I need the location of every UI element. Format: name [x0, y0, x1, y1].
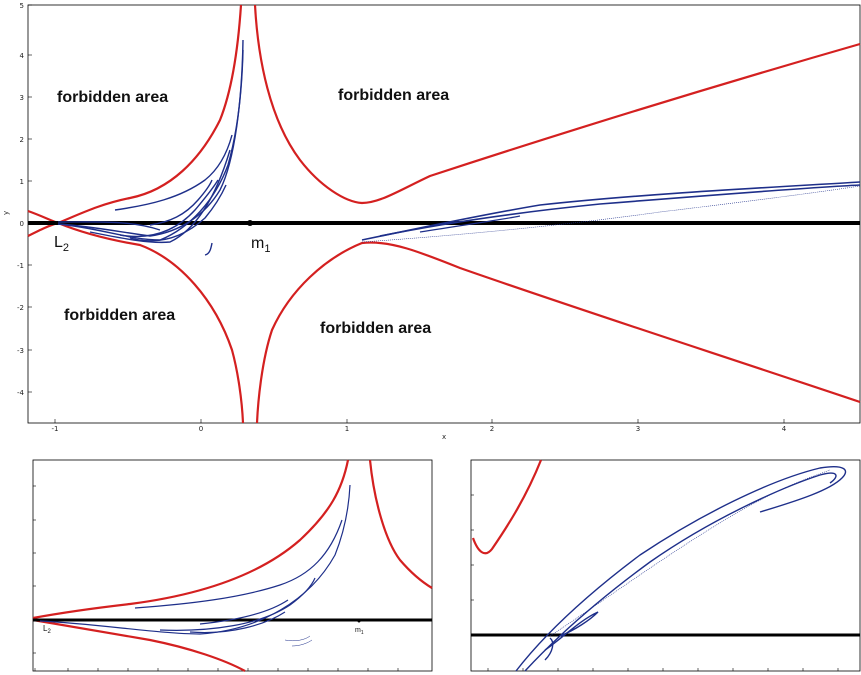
main-y-tick-label: -3 [17, 347, 24, 355]
main-x-tick-label: 0 [199, 425, 203, 433]
inset-right-frame [470, 459, 861, 672]
inset-left-trajectory [39, 484, 351, 647]
main-x-tick-label: -1 [52, 425, 59, 433]
main-y-tick-label: -2 [17, 304, 24, 312]
inset-left-zvc [32, 459, 433, 672]
inset-right-ticks [471, 494, 839, 671]
main-x-tick-label: 4 [782, 425, 787, 433]
inset-left-l2-label: L2 [43, 624, 51, 635]
m1-marker [247, 220, 253, 226]
inset-left-m1-label: m1 [355, 627, 364, 636]
main-y-tick-label: -4 [17, 389, 25, 397]
main-y-tick-label: 0 [20, 220, 24, 228]
main-ylabel: y [2, 211, 10, 215]
inset-right-panel [470, 459, 861, 672]
main-y-tick-label: 2 [20, 136, 24, 144]
trajectory-right [361, 181, 861, 243]
zvc-upper-left [27, 4, 243, 225]
inset-right-trajectory [515, 466, 847, 672]
region-label-upper-right: forbidden area [338, 87, 449, 104]
main-x-tick-label: 2 [490, 425, 494, 433]
inset-left-ticks [33, 485, 399, 671]
main-x-tick-label: 1 [345, 425, 349, 433]
l2-label: L2 [54, 234, 69, 254]
region-label-upper-left: forbidden area [57, 89, 168, 106]
main-x-tick-label: 3 [636, 425, 640, 433]
main-y-tick-label: 1 [20, 178, 24, 186]
inset-left-frame [32, 459, 433, 672]
inset-left-m1-marker [357, 619, 361, 623]
zero-velocity-curves [27, 4, 861, 424]
main-y-tick-label: 4 [20, 52, 25, 60]
trajectory-left [57, 39, 244, 256]
main-panel: 5 4 3 2 1 0 -1 -2 -3 -4 -1 0 1 2 3 4 x y [2, 2, 861, 441]
main-xlabel: x [442, 433, 446, 441]
main-plot-frame [27, 4, 861, 424]
main-y-tick-label: -1 [17, 262, 24, 270]
main-y-axis: 5 4 3 2 1 0 -1 -2 -3 -4 [17, 2, 32, 397]
zvc-lower-right [255, 241, 861, 424]
inset-left-panel: L2 m1 [32, 459, 433, 672]
main-x-axis: -1 0 1 2 3 4 [52, 419, 787, 433]
zvc-upper-right [253, 4, 861, 205]
main-y-tick-label: 5 [20, 2, 24, 10]
main-y-tick-label: 3 [20, 94, 24, 102]
region-label-lower-left: forbidden area [64, 307, 175, 324]
m1-label: m1 [251, 235, 270, 255]
inset-right-zvc [471, 459, 543, 555]
region-label-lower-right: forbidden area [320, 320, 431, 337]
